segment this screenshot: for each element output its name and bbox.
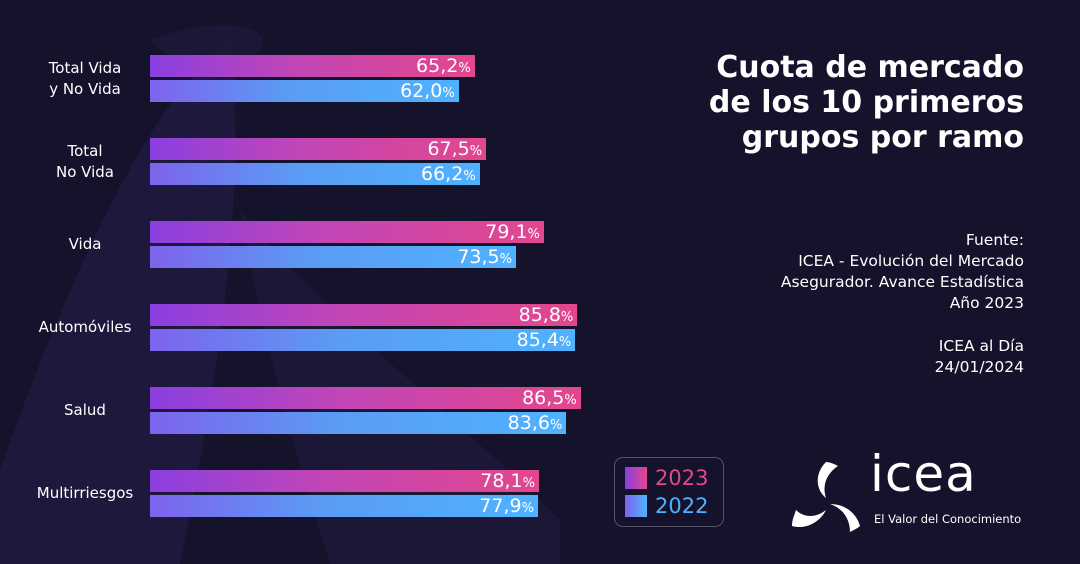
bar-2023: 79,1% xyxy=(150,221,544,243)
data-label-unit: % xyxy=(522,476,535,491)
data-label-unit: % xyxy=(521,501,534,516)
publication-block: ICEA al Día 24/01/2024 xyxy=(664,336,1024,378)
data-label: 83,6 xyxy=(507,412,550,434)
data-label: 85,4 xyxy=(516,329,559,351)
source-block: Fuente: ICEA - Evolución del Mercado Ase… xyxy=(664,230,1024,314)
bar-2022: 62,0% xyxy=(150,80,459,102)
data-label-unit: % xyxy=(564,393,577,408)
logo-tagline: El Valor del Conocimiento xyxy=(874,512,1022,526)
source-line: Año 2023 xyxy=(949,294,1024,312)
data-label-unit: % xyxy=(458,61,471,76)
data-label: 78,1 xyxy=(480,470,523,492)
publication-name: ICEA al Día xyxy=(938,337,1024,355)
legend-swatch-2023 xyxy=(625,467,647,489)
data-label-unit: % xyxy=(549,418,563,433)
data-label: 85,8 xyxy=(518,304,561,326)
data-label-unit: % xyxy=(527,227,540,242)
market-share-chart: Total Vida y No Vida 65,2% 62,0% Total No V… xyxy=(36,55,581,517)
data-label: 77,9 xyxy=(479,495,522,517)
bar-2022: 66,2% xyxy=(150,163,480,185)
bar-2022: 73,5% xyxy=(150,246,517,268)
category-label: Multirriesgos xyxy=(36,484,134,502)
bar-2022: 77,9% xyxy=(150,495,538,517)
category-label: Automóviles xyxy=(38,318,132,336)
logo-wordmark: icea xyxy=(870,445,977,503)
data-label: 62,0 xyxy=(400,80,443,102)
data-label-unit: % xyxy=(560,310,574,325)
data-label-unit: % xyxy=(469,144,483,159)
bar-2023: 65,2% xyxy=(150,55,475,77)
category-label: Salud xyxy=(64,401,106,419)
data-label: 79,1 xyxy=(485,221,528,243)
category-label: Total Vida y No Vida xyxy=(48,58,122,98)
data-label-unit: % xyxy=(442,86,455,101)
source-line: ICEA - Evolución del Mercado xyxy=(798,252,1024,270)
icea-logo: icea El Valor del Conocimiento xyxy=(786,445,1036,542)
bar-2022: 83,6% xyxy=(150,412,567,434)
category-label: Vida xyxy=(68,235,102,253)
source-label: Fuente: xyxy=(965,231,1024,249)
bar-2022: 85,4% xyxy=(150,329,576,351)
legend-label-2023: 2023 xyxy=(655,466,709,490)
legend-swatch-2022 xyxy=(625,495,647,517)
bar-2023: 85,8% xyxy=(150,304,578,326)
legend-label-2022: 2022 xyxy=(655,494,709,518)
chart-title: Cuota de mercado de los 10 primeros grup… xyxy=(708,50,1024,155)
data-label-unit: % xyxy=(463,169,476,184)
bar-2023: 78,1% xyxy=(150,470,539,492)
data-label: 86,5 xyxy=(522,387,565,409)
data-label: 66,2 xyxy=(421,163,464,185)
bar-2023: 86,5% xyxy=(150,387,581,409)
publication-date: 24/01/2024 xyxy=(934,358,1024,376)
data-label: 73,5 xyxy=(457,246,500,268)
bar-2023: 67,5% xyxy=(150,138,487,160)
icea-swirl-icon xyxy=(792,462,860,532)
data-label: 67,5 xyxy=(427,138,470,160)
data-label-unit: % xyxy=(499,252,513,267)
chart-legend: 2023 2022 xyxy=(614,457,724,527)
data-label: 65,2 xyxy=(416,55,459,77)
source-line: Asegurador. Avance Estadística xyxy=(780,273,1024,291)
data-label-unit: % xyxy=(558,335,572,350)
category-label: Total No Vida xyxy=(56,141,114,181)
